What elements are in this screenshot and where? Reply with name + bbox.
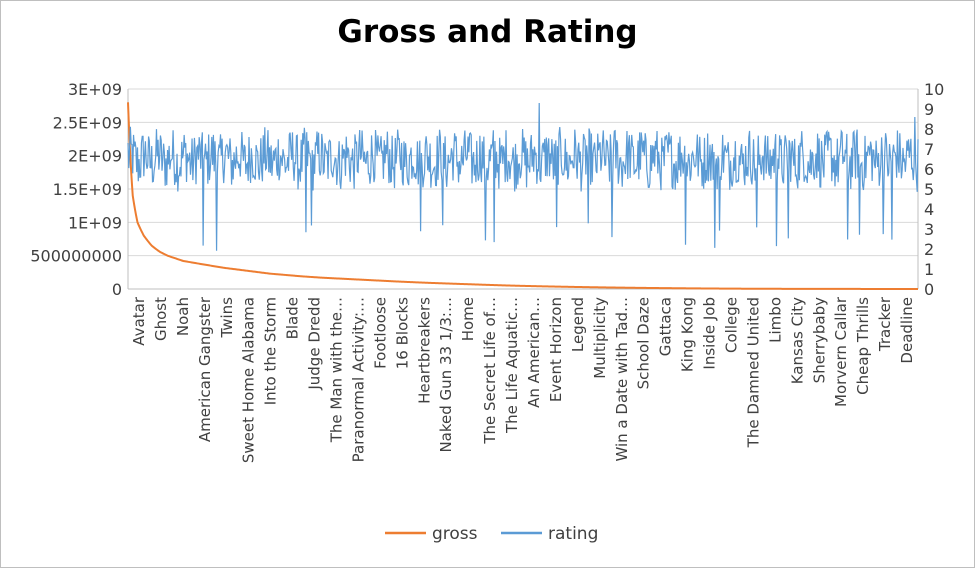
chart-title: Gross and Rating <box>337 14 638 50</box>
y-right-tick-label: 0 <box>924 280 934 299</box>
x-tick-label: An American… <box>525 297 543 408</box>
y-right-tick-label: 6 <box>924 160 934 179</box>
x-tick-label: Morvern Callar <box>832 296 850 407</box>
x-tick-label: King Kong <box>679 297 697 372</box>
x-tick-label: Avatar <box>130 296 148 346</box>
y-right-tick-label: 1 <box>924 260 934 279</box>
left-axis: 0 500000000 1E+09 1.5E+09 2E+09 2.5E+09 3E+09 <box>30 80 129 299</box>
x-tick-label: College <box>722 297 740 353</box>
y-left-tick-label: 0 <box>112 280 122 299</box>
legend-label-rating: rating <box>548 524 598 544</box>
y-right-tick-label: 8 <box>924 120 934 139</box>
x-tick-label: Limbo <box>766 297 784 343</box>
y-right-tick-label: 5 <box>924 180 934 199</box>
x-tick-label: Ghost <box>152 297 170 341</box>
x-tick-label: Blade <box>284 297 302 339</box>
x-tick-label: Tracker <box>876 296 894 352</box>
x-tick-label: Noah <box>174 297 192 336</box>
y-left-tick-label: 3E+09 <box>68 80 122 99</box>
x-tick-label: 16 Blocks <box>393 297 411 369</box>
y-left-tick-label: 1.5E+09 <box>53 180 122 199</box>
x-tick-label: Inside Job <box>701 297 719 370</box>
y-right-tick-label: 2 <box>924 240 934 259</box>
x-tick-label: Naked Gun 33 1/3:… <box>437 297 455 453</box>
x-tick-label: The Damned United <box>744 297 762 448</box>
x-tick-label: Sweet Home Alabama <box>240 297 258 463</box>
x-tick-label: Multiplicity <box>591 297 609 379</box>
y-left-tick-label: 1E+09 <box>68 213 122 232</box>
x-tick-label: Cheap Thrills <box>854 297 872 395</box>
x-tick-label: School Daze <box>635 297 653 389</box>
x-tick-label: Kansas City <box>788 297 806 384</box>
legend: gross rating <box>385 524 598 544</box>
legend-label-gross: gross <box>432 524 478 544</box>
x-tick-label: The Man with the… <box>327 297 345 443</box>
x-tick-label: Sherrybaby <box>810 297 828 383</box>
y-right-tick-label: 4 <box>924 200 934 219</box>
x-tick-label: Footloose <box>371 297 389 369</box>
x-tick-label: Judge Dredd <box>306 297 324 391</box>
y-left-tick-label: 2.5E+09 <box>53 113 122 132</box>
x-tick-label: Legend <box>569 297 587 352</box>
x-tick-label: Home <box>459 297 477 341</box>
x-tick-label: American Gangster <box>196 296 214 442</box>
x-tick-label: Gattaca <box>657 297 675 356</box>
y-right-tick-label: 10 <box>924 80 944 99</box>
x-tick-label: The Secret Life of… <box>481 297 499 445</box>
x-tick-label: Into the Storm <box>262 297 280 405</box>
y-left-tick-label: 500000000 <box>30 247 122 266</box>
x-axis: Avatar Ghost Noah American Gangster Twins Swe… <box>128 288 918 463</box>
x-tick-label: Twins <box>218 297 236 339</box>
x-tick-label: Deadline <box>898 297 916 364</box>
x-tick-label: Heartbreakers <box>415 297 433 404</box>
x-tick-label: Event Horizon <box>547 297 565 402</box>
y-right-tick-label: 9 <box>924 100 934 119</box>
gridlines <box>128 88 918 290</box>
x-tick-label: Paranormal Activity:… <box>349 297 367 462</box>
series-rating-line <box>127 102 919 251</box>
series-layer <box>127 102 919 290</box>
y-right-tick-label: 3 <box>924 220 934 239</box>
series-gross-line <box>127 102 918 290</box>
x-tick-label: Win a Date with Tad… <box>613 297 631 462</box>
y-right-tick-label: 7 <box>924 140 934 159</box>
y-left-tick-label: 2E+09 <box>68 147 122 166</box>
x-tick-label: The Life Aquatic… <box>503 297 521 434</box>
